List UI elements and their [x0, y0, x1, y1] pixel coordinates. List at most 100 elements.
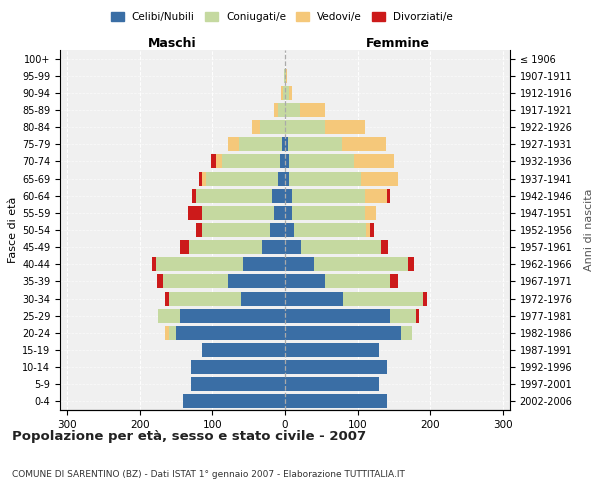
Bar — [272, 188, 285, 202]
Bar — [229, 274, 285, 288]
Bar — [180, 308, 285, 322]
Bar — [202, 172, 206, 185]
Bar — [285, 223, 294, 237]
Bar — [285, 258, 314, 272]
Bar — [423, 292, 427, 306]
Bar — [165, 326, 169, 340]
Bar — [282, 138, 285, 151]
Bar — [285, 188, 292, 202]
Bar — [152, 258, 156, 272]
Bar — [285, 138, 288, 151]
Bar — [285, 360, 386, 374]
Bar — [271, 223, 285, 237]
Legend: Celibi/Nubili, Coniugati/e, Vedovi/e, Divorziati/e: Celibi/Nubili, Coniugati/e, Vedovi/e, Di… — [107, 8, 457, 26]
Text: COMUNE DI SARENTINO (BZ) - Dati ISTAT 1° gennaio 2007 - Elaborazione TUTTITALIA.: COMUNE DI SARENTINO (BZ) - Dati ISTAT 1°… — [12, 470, 405, 479]
Bar — [294, 223, 366, 237]
Bar — [285, 120, 325, 134]
Bar — [401, 326, 412, 340]
Y-axis label: Anni di nascita: Anni di nascita — [584, 188, 594, 271]
Bar — [285, 378, 379, 392]
Bar — [260, 120, 285, 134]
Bar — [165, 292, 169, 306]
Bar — [370, 223, 374, 237]
Bar — [191, 378, 285, 392]
Bar — [206, 172, 278, 185]
Bar — [409, 258, 414, 272]
Bar — [285, 103, 299, 117]
Bar — [365, 188, 386, 202]
Bar — [262, 240, 285, 254]
Bar — [289, 172, 361, 185]
Bar — [314, 258, 409, 272]
Bar — [274, 206, 285, 220]
Bar — [184, 394, 285, 408]
Bar — [343, 292, 423, 306]
Bar — [285, 68, 286, 82]
Bar — [156, 258, 243, 272]
Bar — [189, 240, 262, 254]
Bar — [361, 172, 398, 185]
Bar — [274, 103, 278, 117]
Bar — [196, 188, 272, 202]
Bar — [169, 292, 241, 306]
Bar — [278, 103, 285, 117]
Bar — [158, 308, 180, 322]
Text: Femmine: Femmine — [365, 37, 430, 50]
Bar — [192, 188, 196, 202]
Bar — [301, 240, 381, 254]
Bar — [285, 172, 289, 185]
Bar — [386, 188, 390, 202]
Bar — [278, 172, 285, 185]
Text: Maschi: Maschi — [148, 37, 197, 50]
Bar — [285, 86, 289, 100]
Bar — [191, 360, 285, 374]
Bar — [285, 394, 386, 408]
Bar — [285, 206, 292, 220]
Bar — [253, 120, 260, 134]
Bar — [325, 120, 365, 134]
Bar — [285, 308, 390, 322]
Bar — [157, 274, 163, 288]
Bar — [241, 292, 285, 306]
Bar — [196, 223, 202, 237]
Bar — [243, 258, 285, 272]
Bar — [288, 138, 343, 151]
Bar — [202, 206, 274, 220]
Bar — [343, 138, 386, 151]
Bar — [285, 292, 343, 306]
Bar — [381, 240, 388, 254]
Bar — [222, 154, 280, 168]
Bar — [390, 308, 416, 322]
Bar — [169, 326, 176, 340]
Bar — [202, 343, 285, 357]
Bar — [188, 206, 202, 220]
Bar — [354, 154, 394, 168]
Bar — [283, 86, 285, 100]
Bar — [285, 240, 301, 254]
Bar — [202, 223, 271, 237]
Bar — [176, 326, 285, 340]
Bar — [325, 274, 390, 288]
Bar — [292, 206, 365, 220]
Bar — [239, 138, 282, 151]
Bar — [289, 86, 292, 100]
Bar — [281, 86, 283, 100]
Bar — [289, 154, 354, 168]
Bar — [211, 154, 216, 168]
Bar — [390, 274, 398, 288]
Bar — [227, 138, 239, 151]
Bar — [366, 223, 370, 237]
Bar — [199, 172, 202, 185]
Bar — [284, 68, 285, 82]
Bar — [285, 326, 401, 340]
Y-axis label: Fasce di età: Fasce di età — [8, 197, 18, 263]
Text: Popolazione per età, sesso e stato civile - 2007: Popolazione per età, sesso e stato civil… — [12, 430, 366, 443]
Bar — [163, 274, 229, 288]
Bar — [285, 154, 289, 168]
Bar — [216, 154, 222, 168]
Bar — [285, 274, 325, 288]
Bar — [286, 68, 287, 82]
Bar — [299, 103, 325, 117]
Bar — [280, 154, 285, 168]
Bar — [292, 188, 365, 202]
